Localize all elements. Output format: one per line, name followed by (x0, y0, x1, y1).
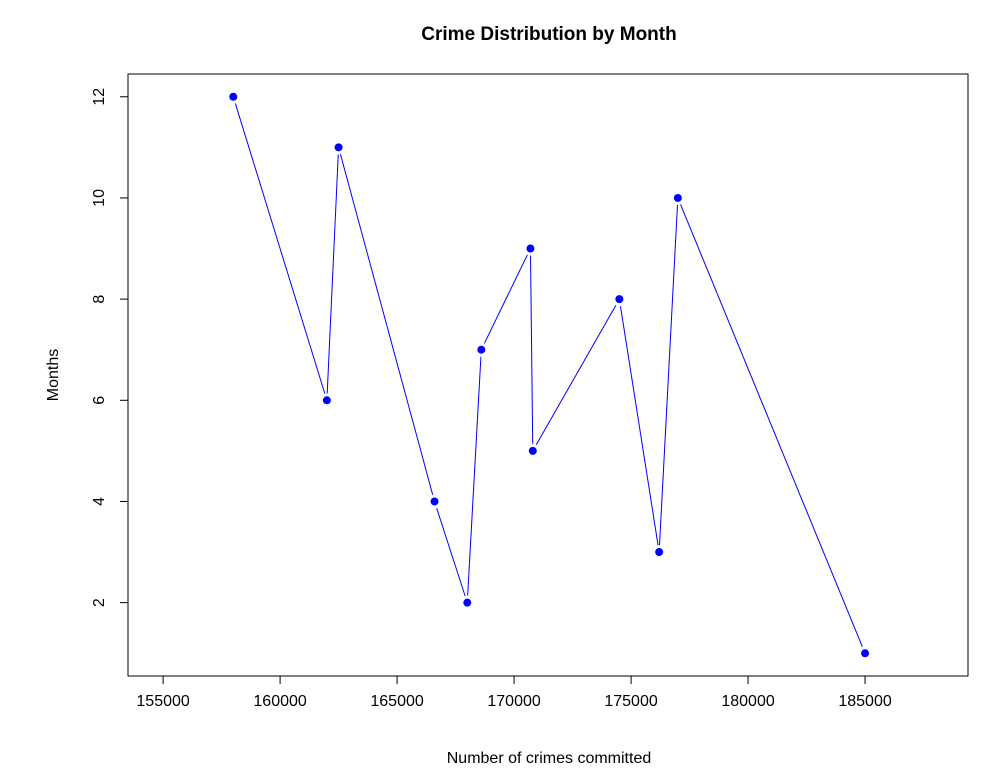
y-tick-label: 12 (91, 88, 108, 106)
y-tick-label: 4 (91, 497, 108, 506)
data-point (229, 92, 238, 101)
series-line-segment (483, 254, 528, 344)
y-tick-label: 6 (91, 396, 108, 405)
x-tick-label: 165000 (370, 693, 423, 710)
x-tick-label: 175000 (604, 693, 657, 710)
data-point (615, 295, 624, 304)
data-point (655, 548, 664, 557)
data-point (463, 598, 472, 607)
series-line-segment (326, 154, 339, 394)
data-point (528, 446, 537, 455)
data-point (526, 244, 535, 253)
y-axis-label: Months (45, 349, 62, 401)
x-axis-label: Number of crimes committed (447, 750, 652, 767)
series-line-segment (680, 204, 863, 647)
series-line-segment (234, 103, 326, 394)
x-axis: 155000 160000 165000 170000 175000 180000 1850… (136, 676, 892, 710)
data-point (322, 396, 331, 405)
series-line-segment (619, 305, 659, 546)
x-tick-label: 155000 (136, 693, 189, 710)
x-tick-label: 185000 (838, 693, 891, 710)
y-axis: 2 4 6 8 10 12 (91, 88, 128, 607)
x-tick-label: 180000 (721, 693, 774, 710)
data-point (430, 497, 439, 506)
series-line-segment (436, 507, 466, 597)
y-tick-label: 10 (91, 189, 108, 207)
x-tick-label: 160000 (253, 693, 306, 710)
series-line-segment (339, 153, 434, 495)
data-point (477, 345, 486, 354)
data-point (334, 143, 343, 152)
series-line-segment (467, 356, 482, 596)
y-tick-label: 8 (91, 295, 108, 304)
series-group (229, 92, 870, 658)
series-line-segment (530, 255, 534, 444)
x-tick-label: 170000 (487, 693, 540, 710)
plot-frame (127, 73, 969, 677)
y-tick-label: 2 (91, 598, 108, 607)
chart-title: Crime Distribution by Month (421, 24, 676, 45)
series-line-segment (659, 204, 678, 546)
data-point (673, 193, 682, 202)
series-line-segment (535, 304, 617, 446)
data-point (861, 649, 870, 658)
